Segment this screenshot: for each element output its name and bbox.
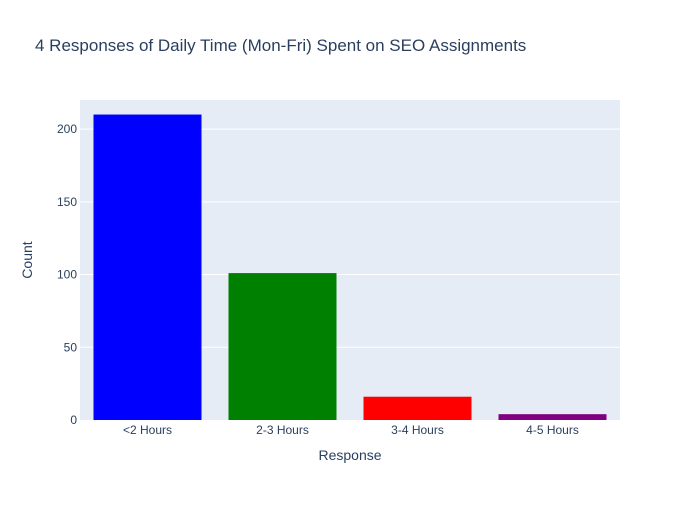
y-tick-label: 0 [70,413,77,427]
y-tick-label: 50 [64,340,78,354]
x-tick-labels: <2 Hours 2-3 Hours 3-4 Hours 4-5 Hours [123,423,579,437]
x-axis-label: Response [318,447,381,463]
y-axis-label: Count [19,241,35,278]
x-tick-label: 3-4 Hours [391,423,444,437]
x-tick-label: <2 Hours [123,423,172,437]
x-tick-label: 4-5 Hours [526,423,579,437]
chart-title: 4 Responses of Daily Time (Mon-Fri) Spen… [35,36,526,55]
bar[interactable] [93,114,202,420]
bar[interactable] [498,414,607,420]
y-tick-labels: 0 50 100 150 200 [57,122,77,427]
y-tick-label: 100 [57,268,77,282]
bars [93,114,607,420]
x-tick-label: 2-3 Hours [256,423,309,437]
bar[interactable] [228,273,337,420]
y-tick-label: 150 [57,195,77,209]
bar[interactable] [363,396,472,420]
y-tick-label: 200 [57,122,77,136]
